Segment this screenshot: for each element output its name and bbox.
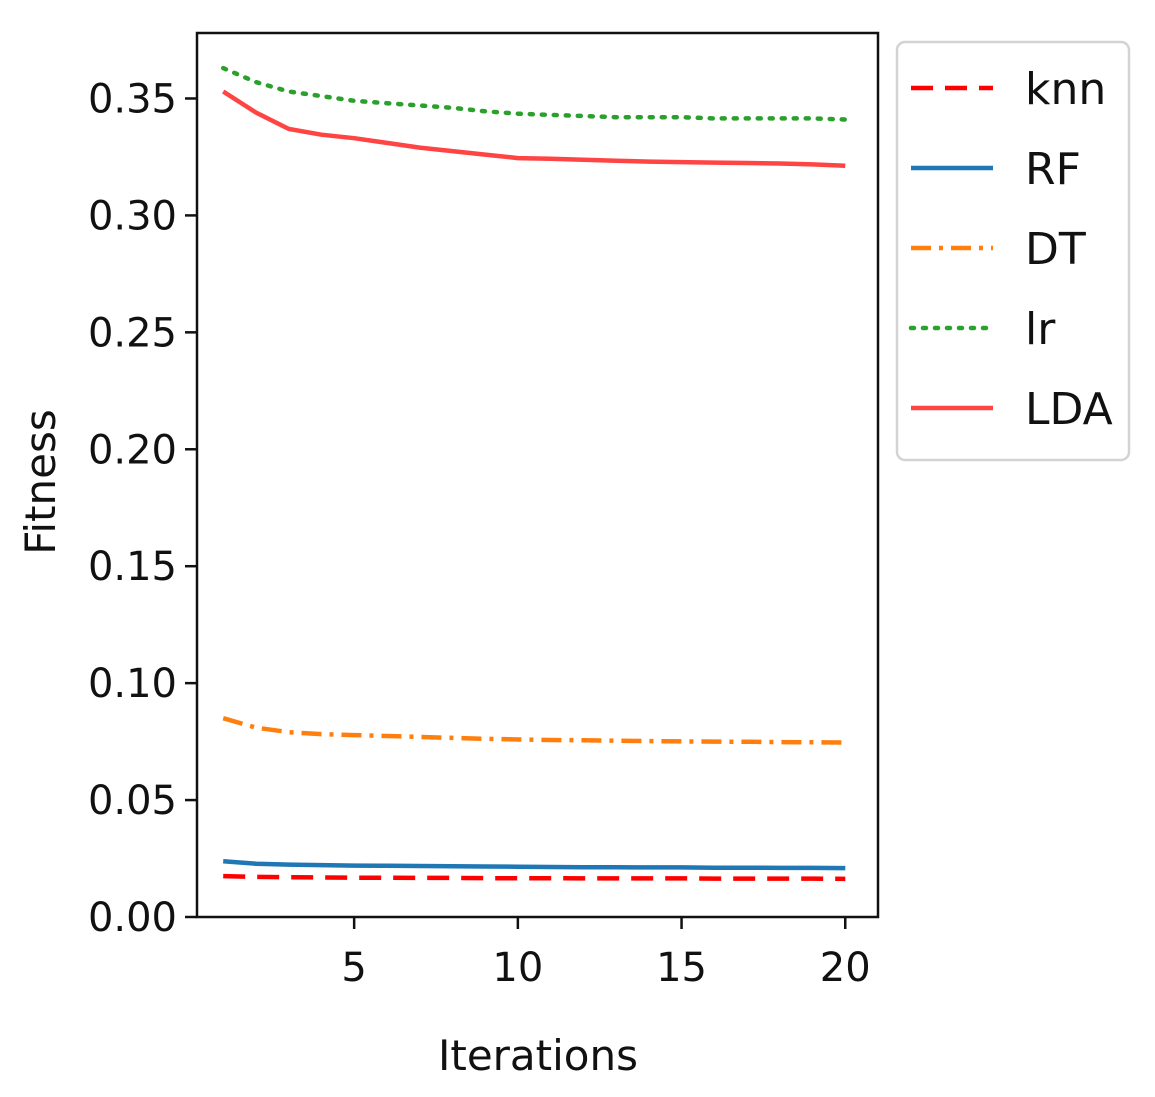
- axes: 0.00 0.05 0.10 0.15 0.20 0.25 0.30 0.35 5 10 15 20: [88, 31, 880, 991]
- x-tick-label: 10: [492, 945, 543, 991]
- x-tick-label: 20: [820, 945, 871, 991]
- y-tick-label: 0.10: [88, 661, 177, 707]
- x-tick-label: 15: [656, 945, 707, 991]
- y-tick-label: 0.30: [88, 193, 177, 239]
- legend-label-lr: lr: [1025, 304, 1056, 355]
- axes-frame: [195, 31, 880, 919]
- series-line-rf: [223, 859, 846, 871]
- x-tick-label: 5: [341, 945, 366, 991]
- plot-area: [220, 65, 848, 882]
- legend-label-knn: knn: [1025, 64, 1106, 115]
- y-tick-label: 0.35: [88, 76, 177, 122]
- y-tick-label: 0.25: [88, 310, 177, 356]
- y-tick-label: 0.05: [88, 778, 177, 824]
- series-line-dt: [222, 716, 846, 745]
- legend-label-lda: LDA: [1025, 384, 1113, 435]
- legend-label-rf: RF: [1025, 144, 1081, 195]
- legend: knn RF DT lr LDA: [895, 40, 1131, 462]
- series-line-knn: [223, 873, 846, 882]
- y-tick-label: 0.15: [88, 544, 177, 590]
- series-line-lda: [221, 89, 846, 169]
- y-tick-label: 0.20: [88, 427, 177, 473]
- legend-box: [895, 40, 1131, 462]
- y-tick-label: 0.00: [88, 895, 177, 941]
- x-axis-label: Iterations: [438, 1031, 638, 1080]
- y-axis-label: Fitness: [16, 409, 65, 554]
- legend-label-dt: DT: [1025, 224, 1086, 275]
- series-line-lr: [220, 65, 848, 122]
